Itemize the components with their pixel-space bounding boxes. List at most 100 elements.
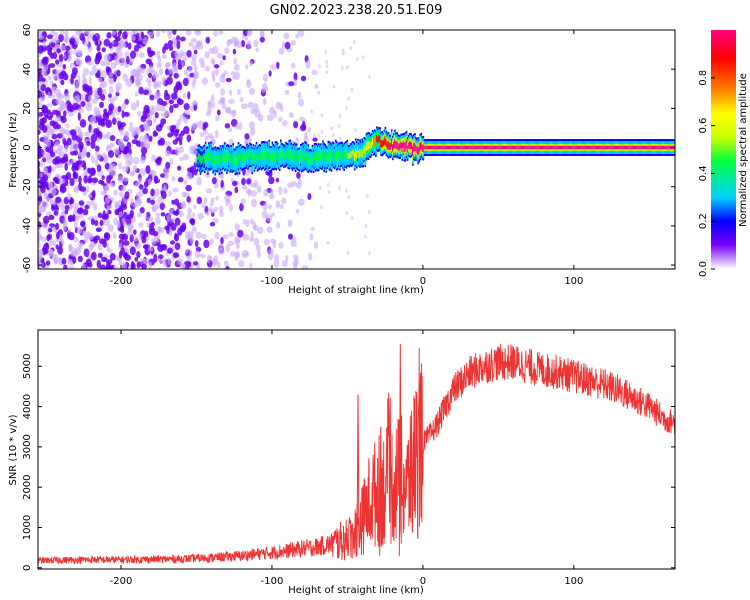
noise-speckle: [46, 103, 53, 108]
noise-speckle: [138, 177, 142, 185]
ridge-cell: [310, 158, 313, 165]
noise-speckle: [148, 135, 153, 142]
ridge-cell: [451, 145, 453, 150]
noise-speckle: [116, 85, 120, 94]
noise-speckle: [101, 256, 108, 263]
noise-speckle: [151, 170, 157, 176]
noise-speckle: [142, 89, 149, 96]
noise-speckle: [55, 244, 59, 250]
noise-speckle: [88, 77, 92, 85]
ridge-cell: [552, 145, 555, 150]
ridge-cell: [620, 145, 622, 150]
noise-speckle: [84, 30, 90, 35]
noise-speckle: [123, 211, 128, 220]
noise-speckle: [55, 196, 62, 204]
noise-speckle: [194, 240, 199, 248]
ridge-cell: [517, 145, 520, 150]
ridge-cell: [247, 154, 249, 162]
ridge-cell: [597, 145, 599, 150]
snr-data: [38, 343, 675, 565]
noise-speckle: [118, 233, 126, 240]
ridge-cell: [448, 145, 450, 150]
noise-speckle: [55, 97, 62, 106]
noise-speckle: [209, 238, 214, 246]
ridge-cell: [480, 145, 483, 150]
noise-speckle: [39, 172, 44, 178]
ridge-cell: [456, 145, 458, 150]
noise-speckle: [109, 182, 117, 188]
ridge-cell: [666, 145, 669, 150]
noise-speckle: [281, 197, 287, 205]
ridge-cell: [376, 134, 378, 143]
noise-speckle: [59, 183, 66, 192]
noise-speckle: [293, 72, 298, 81]
ridge-cell: [625, 145, 628, 150]
noise-speckle: [124, 130, 130, 137]
noise-speckle: [78, 166, 82, 171]
ridge-cell: [327, 149, 330, 158]
noise-speckle: [60, 79, 65, 86]
noise-speckle: [122, 73, 128, 82]
noise-speckle: [268, 252, 274, 261]
noise-speckle: [161, 101, 168, 106]
noise-speckle: [161, 76, 166, 85]
noise-speckle: [308, 252, 313, 261]
ridge-cell: [424, 145, 427, 150]
ridge-cell: [504, 145, 506, 150]
noise-speckle: [287, 219, 293, 227]
noise-speckle: [223, 260, 229, 267]
noise-speckle: [125, 78, 133, 88]
noise-speckle: [288, 233, 293, 240]
noise-speckle: [205, 111, 211, 117]
ridge-cell: [657, 145, 659, 150]
noise-speckle: [73, 150, 79, 156]
noise-speckle: [136, 73, 143, 81]
ridge-cell: [512, 145, 514, 150]
ridge-cell: [347, 152, 350, 159]
noise-speckle: [187, 207, 193, 215]
noise-speckle: [171, 223, 177, 231]
noise-speckle: [244, 133, 250, 140]
noise-speckle: [287, 182, 293, 189]
noise-speckle: [140, 156, 146, 164]
noise-speckle: [132, 164, 138, 174]
ridge-cell: [449, 145, 451, 150]
noise-speckle: [198, 57, 205, 64]
ridge-cell: [411, 142, 413, 149]
ridge-cell: [204, 151, 207, 161]
noise-speckle: [75, 246, 81, 256]
noise-speckle: [150, 106, 157, 115]
noise-speckle: [160, 30, 167, 34]
ridge-cell: [608, 145, 611, 150]
noise-speckle: [186, 50, 192, 58]
ridge-cell: [654, 145, 656, 150]
noise-speckle: [168, 99, 174, 105]
noise-speckle: [272, 240, 277, 249]
noise-speckle: [221, 72, 226, 79]
ridge-cell: [395, 141, 397, 149]
ridge-cell: [228, 153, 230, 160]
ridge-cell: [437, 145, 439, 150]
ridge-cell: [304, 150, 306, 161]
noise-speckle: [96, 259, 102, 269]
ridge-cell: [577, 145, 580, 150]
ridge-cell: [414, 142, 416, 152]
noise-speckle: [152, 231, 159, 237]
noise-speckle: [208, 100, 212, 108]
noise-speckle: [64, 204, 70, 211]
ridge-cell: [576, 145, 579, 150]
noise-speckle: [51, 165, 56, 172]
noise-speckle: [232, 180, 238, 187]
ridge-cell: [658, 145, 660, 150]
ridge-cell: [336, 151, 338, 161]
ridge-cell: [612, 145, 615, 150]
noise-speckle: [128, 156, 134, 165]
noise-speckle: [222, 234, 229, 240]
noise-speckle: [242, 218, 246, 225]
noise-speckle: [112, 265, 120, 269]
noise-speckle: [247, 101, 255, 109]
ridge-cell: [581, 145, 583, 150]
noise-speckle: [225, 106, 231, 114]
noise-speckle: [129, 121, 133, 127]
noise-speckle: [38, 226, 41, 234]
